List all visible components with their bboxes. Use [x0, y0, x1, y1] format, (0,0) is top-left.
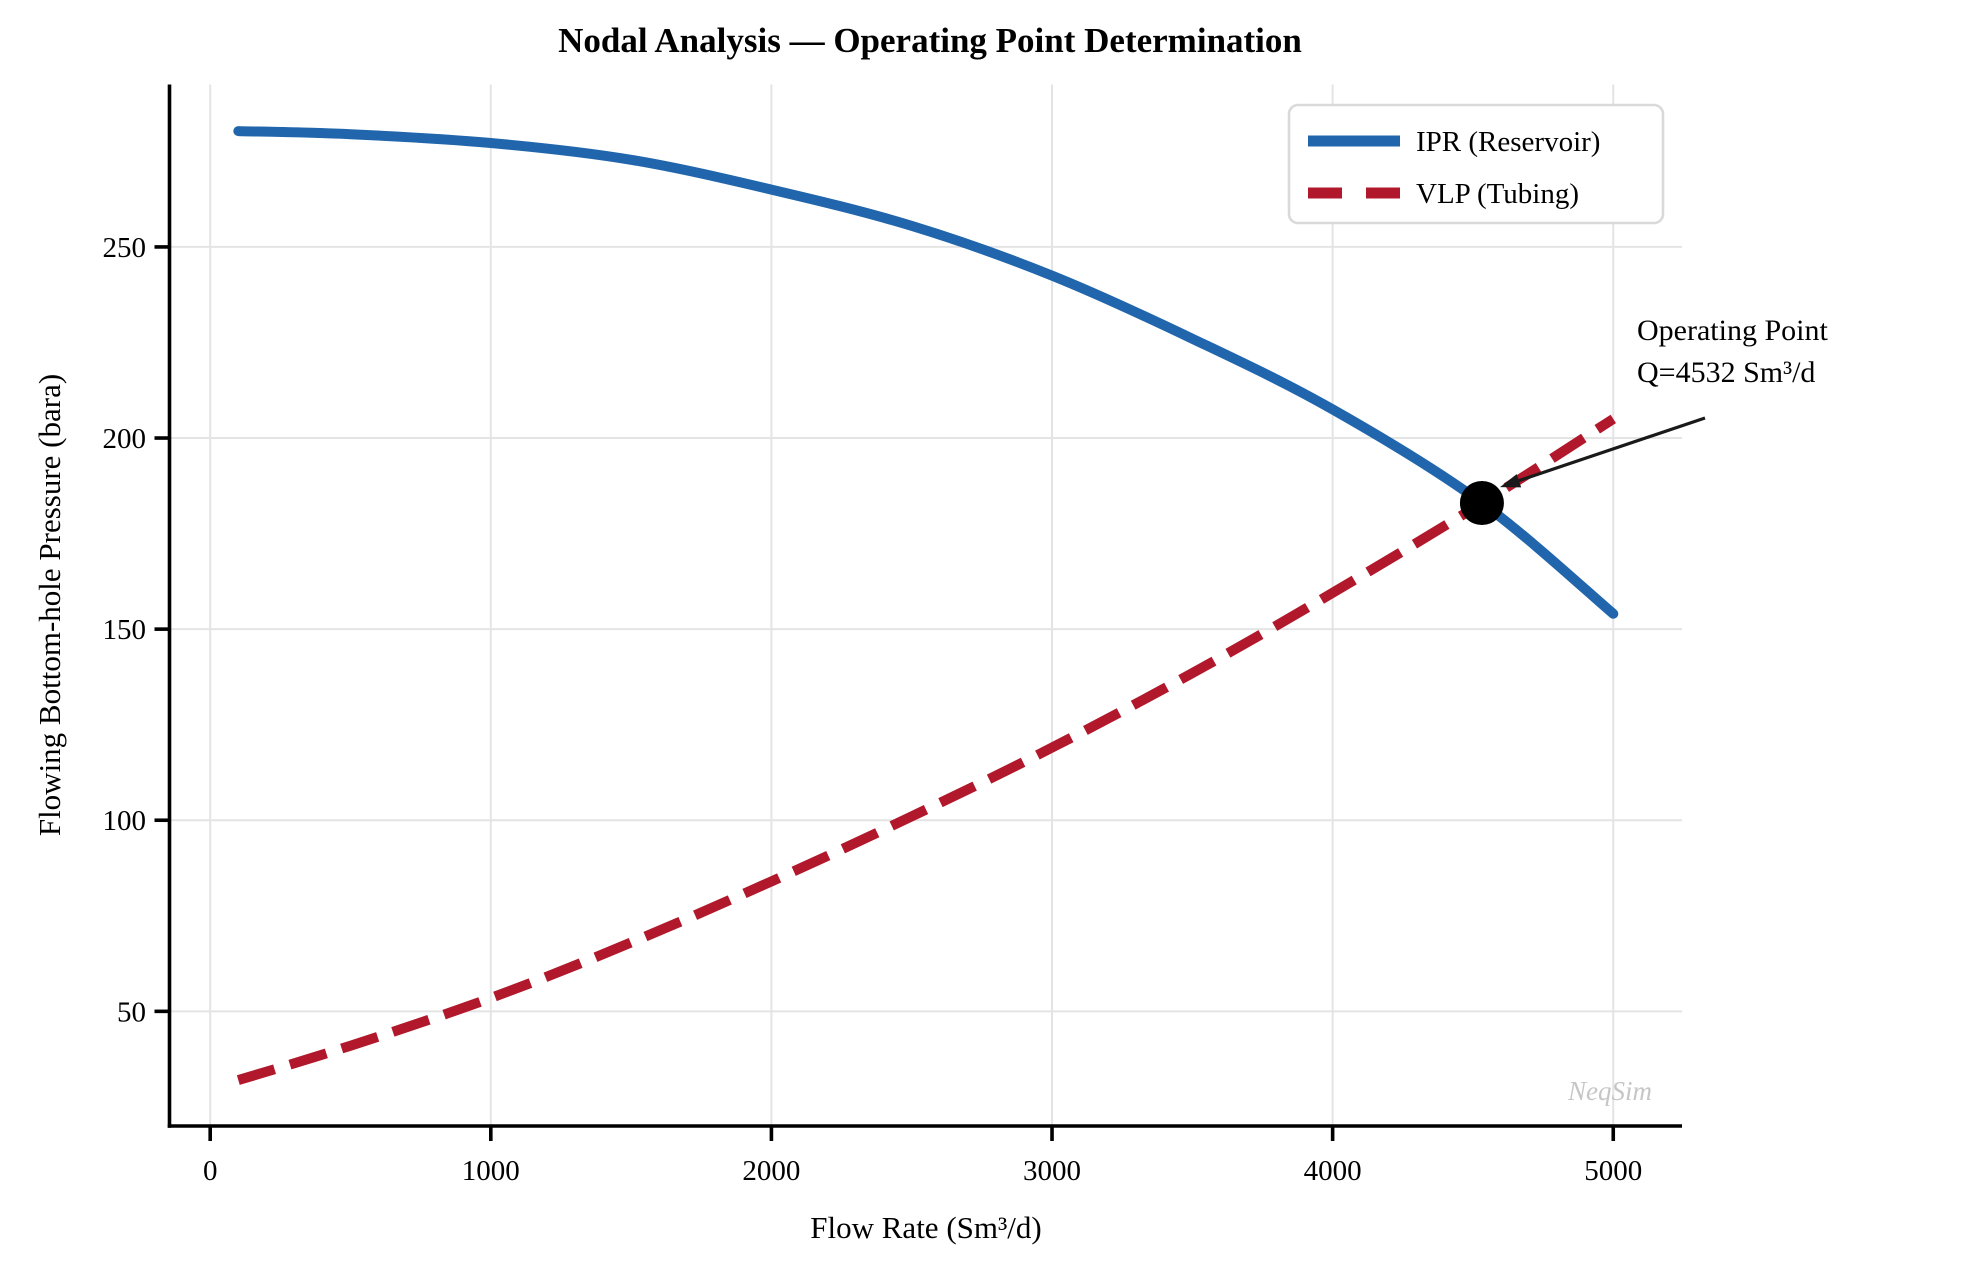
y-tick-label: 100	[103, 805, 147, 837]
annotation-line2: Q=4532 Sm³/d	[1637, 356, 1815, 389]
legend-ipr-label: IPR (Reservoir)	[1416, 126, 1600, 158]
annotation-line1: Operating Point	[1637, 314, 1828, 347]
watermark: NeqSim	[1567, 1076, 1652, 1106]
x-tick-label: 3000	[1023, 1155, 1081, 1187]
y-tick-label: 250	[103, 232, 147, 264]
legend: IPR (Reservoir) VLP (Tubing)	[1287, 103, 1665, 225]
chart-title: Nodal Analysis — Operating Point Determi…	[558, 21, 1302, 60]
data-curves	[233, 126, 1619, 1085]
legend-vlp-label: VLP (Tubing)	[1416, 178, 1579, 210]
x-tick-label: 1000	[462, 1155, 520, 1187]
vlp-curve-line	[236, 414, 1616, 1085]
x-tick-label: 0	[203, 1155, 218, 1187]
x-tick-label: 2000	[742, 1155, 800, 1187]
x-tick-label: 4000	[1304, 1155, 1362, 1187]
annotation-arrowhead-icon	[1500, 474, 1522, 488]
y-tick-labels: 50 100 150 200 250	[103, 232, 147, 1028]
y-tick-label: 150	[103, 614, 147, 646]
y-axis-label: Flowing Bottom-hole Pressure (bara)	[32, 374, 67, 836]
y-tick-label: 200	[103, 423, 147, 455]
ipr-curve-line	[233, 126, 1619, 619]
y-tick-label: 50	[117, 996, 146, 1028]
x-axis-label: Flow Rate (Sm³/d)	[810, 1210, 1041, 1245]
x-tick-labels: 0 1000 2000 3000 4000 5000	[203, 1155, 1642, 1187]
axes-spines	[167, 84, 1682, 1128]
gridlines	[169, 84, 1682, 1126]
operating-point-marker	[1459, 481, 1504, 526]
annotation-arrow-line	[1511, 416, 1706, 485]
tick-marks	[154, 245, 1616, 1141]
operating-point-annotation: Operating Point Q=4532 Sm³/d	[1500, 314, 1828, 488]
x-tick-label: 5000	[1584, 1155, 1642, 1187]
